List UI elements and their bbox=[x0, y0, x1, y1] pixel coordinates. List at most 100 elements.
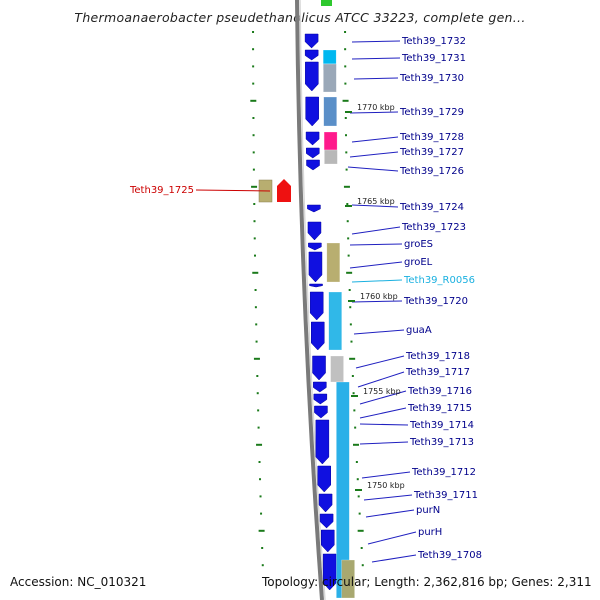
gene-label[interactable]: Teth39_1711 bbox=[413, 490, 478, 501]
cog-block bbox=[326, 242, 341, 283]
label-connector bbox=[359, 407, 407, 419]
selected-label-connector bbox=[195, 189, 271, 192]
selected-gene-label[interactable]: Teth39_1725 bbox=[129, 185, 194, 196]
label-connector bbox=[349, 243, 403, 246]
gene-arrow bbox=[306, 147, 320, 159]
cog-block bbox=[328, 291, 342, 351]
gene-label[interactable]: Teth39_1717 bbox=[405, 367, 470, 378]
label-connector bbox=[359, 390, 407, 405]
gene-label[interactable]: Teth39_1720 bbox=[403, 296, 468, 307]
cog-block bbox=[323, 131, 338, 151]
cog-block bbox=[322, 49, 337, 65]
label-connector bbox=[353, 77, 399, 80]
gene-label[interactable]: Teth39_1728 bbox=[399, 132, 464, 143]
label-connector bbox=[351, 57, 401, 60]
gene-label[interactable]: Teth39_1732 bbox=[401, 36, 466, 47]
label-connector bbox=[367, 531, 417, 545]
label-connector bbox=[349, 151, 399, 158]
gene-arrow bbox=[309, 291, 324, 321]
gene-arrow bbox=[307, 204, 321, 213]
label-connector bbox=[349, 261, 403, 269]
gene-arrow bbox=[311, 321, 325, 351]
kbp-label: 1760 kbp bbox=[360, 292, 398, 301]
tick-track bbox=[250, 31, 364, 567]
label-connectors bbox=[195, 40, 417, 563]
label-connector bbox=[351, 136, 399, 143]
gene-arrow bbox=[317, 465, 331, 493]
label-connector bbox=[371, 554, 417, 563]
gene-arrow bbox=[313, 381, 327, 393]
gene-arrow bbox=[308, 242, 322, 251]
accession-text: Accession: NC_010321 bbox=[10, 575, 147, 589]
gene-arrow bbox=[308, 251, 323, 283]
gene-label[interactable]: Teth39_1713 bbox=[409, 437, 474, 448]
label-connector bbox=[349, 111, 399, 114]
gene-arrow bbox=[304, 33, 319, 49]
label-layer: Teth39_1732 Teth39_1731 Teth39_1730 Teth39_… bbox=[129, 36, 482, 561]
gene-arrow bbox=[322, 553, 337, 591]
label-connector bbox=[347, 166, 399, 172]
gene-arrow bbox=[321, 529, 335, 553]
backbone-highlight bbox=[299, 0, 326, 600]
label-connector bbox=[359, 441, 409, 445]
label-connector bbox=[361, 471, 411, 479]
kbp-markers: 1770 kbp 1765 kbp 1760 kbp 1755 kbp 1750 kbp bbox=[345, 103, 405, 491]
gene-arrow bbox=[305, 96, 319, 127]
gene-arrow bbox=[315, 419, 330, 465]
gene-arrow bbox=[306, 159, 320, 171]
kbp-label: 1770 kbp bbox=[357, 103, 395, 112]
gene-label[interactable]: Teth39_1716 bbox=[407, 386, 472, 397]
cog-block bbox=[323, 96, 337, 127]
cog-block bbox=[341, 559, 355, 599]
kbp-label: 1765 kbp bbox=[357, 197, 395, 206]
gene-arrow bbox=[319, 513, 334, 529]
label-connector bbox=[355, 355, 405, 369]
gene-arrow bbox=[305, 131, 320, 146]
label-connector bbox=[365, 509, 415, 518]
cog-block bbox=[323, 63, 337, 93]
gene-arrow bbox=[304, 49, 319, 61]
gene-arrow bbox=[314, 405, 328, 419]
gene-label[interactable]: groEL bbox=[404, 257, 433, 268]
backbone-layer bbox=[295, 0, 326, 600]
gene-arrow bbox=[309, 283, 323, 288]
kbp-label: 1750 kbp bbox=[367, 481, 405, 490]
gene-label[interactable]: guaA bbox=[406, 325, 432, 336]
gene-label[interactable]: Teth39_1718 bbox=[405, 351, 470, 362]
label-connector bbox=[351, 204, 399, 208]
feature-track bbox=[258, 0, 355, 599]
cog-block bbox=[330, 355, 344, 383]
gene-label[interactable]: Teth39_1729 bbox=[399, 107, 464, 118]
label-connector bbox=[357, 371, 405, 388]
gene-label[interactable]: groES bbox=[404, 239, 433, 250]
cog-block bbox=[321, 0, 332, 6]
gene-arrow bbox=[305, 61, 319, 92]
gene-arrow bbox=[318, 493, 333, 513]
topology-text: Topology: circular; Length: 2,362,816 bp… bbox=[262, 575, 592, 589]
gene-label[interactable]: Teth39_1715 bbox=[407, 403, 472, 414]
label-connector bbox=[351, 279, 403, 283]
gene-label[interactable]: Teth39_1724 bbox=[399, 202, 464, 213]
label-connector bbox=[351, 40, 401, 43]
gene-label[interactable]: purH bbox=[418, 527, 442, 538]
gene-label[interactable]: Teth39_1726 bbox=[399, 166, 464, 177]
gene-label[interactable]: Teth39_1731 bbox=[401, 53, 466, 64]
gene-label[interactable]: Teth39_1714 bbox=[409, 420, 474, 431]
backbone-line bbox=[295, 0, 324, 600]
gene-arrow bbox=[307, 221, 322, 241]
cog-block bbox=[324, 149, 338, 165]
gene-label[interactable]: purN bbox=[416, 505, 440, 516]
label-connector bbox=[353, 329, 405, 335]
label-connector bbox=[359, 423, 409, 426]
gene-label[interactable]: Teth39_1723 bbox=[401, 222, 466, 233]
kbp-label: 1755 kbp bbox=[363, 387, 401, 396]
label-connector bbox=[351, 300, 403, 303]
gene-label[interactable]: Teth39_R0056 bbox=[403, 275, 475, 286]
gene-label[interactable]: Teth39_1727 bbox=[399, 147, 464, 158]
gene-label[interactable]: Teth39_1730 bbox=[399, 73, 464, 84]
label-connector bbox=[351, 226, 401, 235]
gene-label[interactable]: Teth39_1708 bbox=[417, 550, 482, 561]
gene-arrow bbox=[313, 393, 328, 405]
gene-label[interactable]: Teth39_1712 bbox=[411, 467, 476, 478]
